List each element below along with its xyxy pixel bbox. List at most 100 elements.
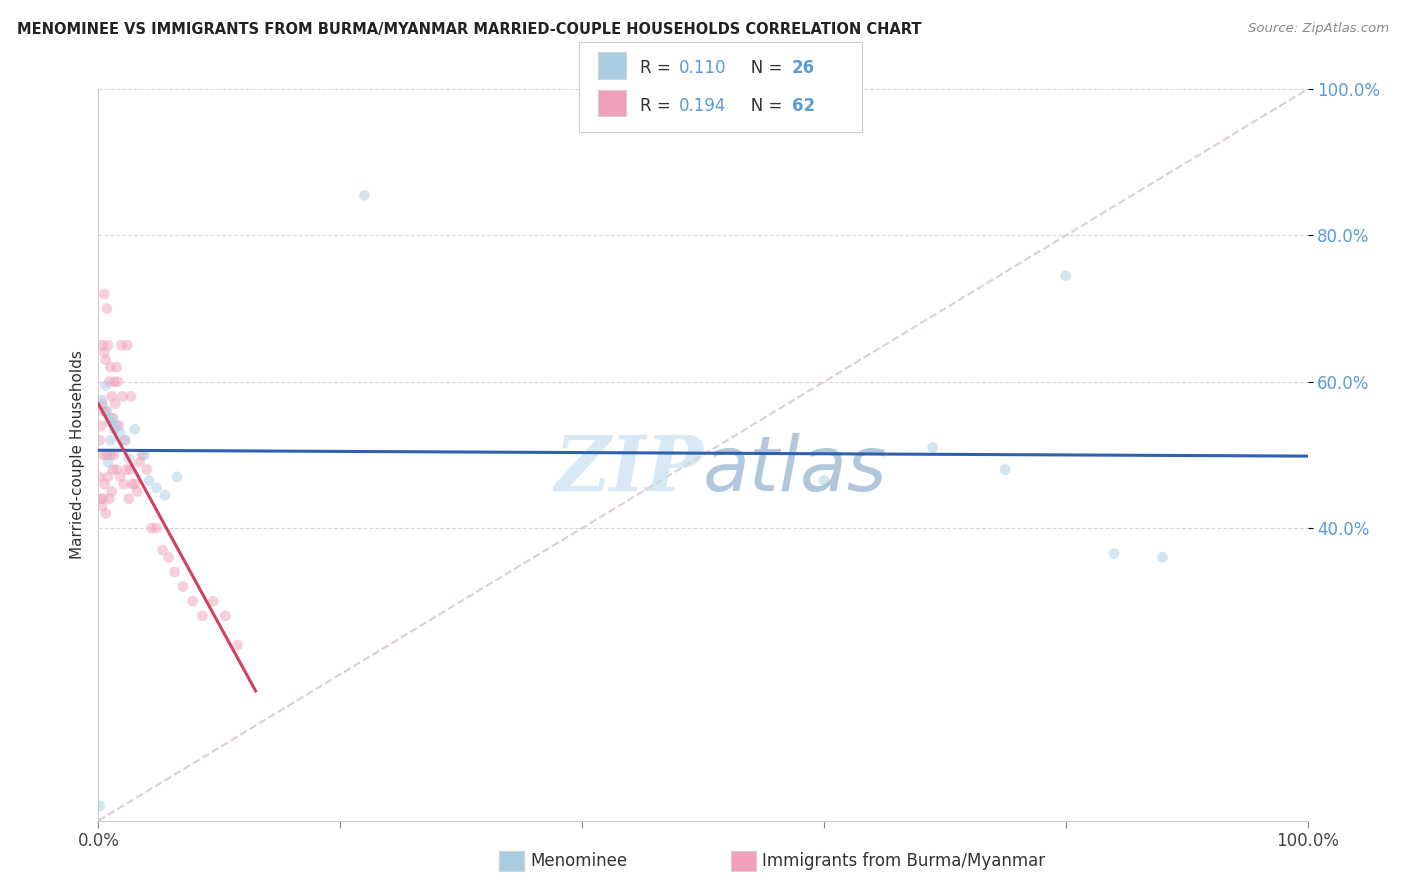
Text: 62: 62 bbox=[792, 96, 814, 114]
Point bbox=[921, 441, 943, 455]
Point bbox=[163, 565, 186, 579]
Text: R =: R = bbox=[640, 60, 676, 78]
Point bbox=[98, 375, 121, 389]
Point bbox=[91, 338, 114, 352]
Point bbox=[214, 608, 236, 623]
Point bbox=[110, 338, 132, 352]
Point bbox=[89, 434, 111, 448]
Point bbox=[103, 448, 125, 462]
Point bbox=[100, 484, 122, 499]
Point bbox=[91, 499, 114, 513]
Point bbox=[124, 477, 146, 491]
Point bbox=[104, 397, 127, 411]
Point bbox=[96, 404, 118, 418]
Text: Source: ZipAtlas.com: Source: ZipAtlas.com bbox=[1249, 22, 1389, 36]
Point bbox=[89, 799, 111, 814]
Point bbox=[97, 455, 120, 469]
Point bbox=[100, 389, 122, 403]
Point bbox=[145, 481, 167, 495]
Point bbox=[105, 360, 128, 375]
Point bbox=[111, 389, 134, 403]
Point bbox=[138, 474, 160, 488]
Point bbox=[112, 477, 135, 491]
Text: 0.110: 0.110 bbox=[679, 60, 727, 78]
Point bbox=[90, 418, 112, 433]
Point bbox=[94, 352, 117, 367]
Point bbox=[90, 491, 112, 506]
Text: 0.194: 0.194 bbox=[679, 96, 727, 114]
Point bbox=[105, 462, 128, 476]
Point bbox=[191, 608, 214, 623]
Point bbox=[91, 491, 114, 506]
Point bbox=[91, 393, 114, 408]
Point bbox=[101, 411, 124, 425]
Point bbox=[100, 411, 122, 425]
Point bbox=[127, 484, 149, 499]
Text: atlas: atlas bbox=[703, 433, 887, 507]
Point bbox=[101, 462, 124, 476]
Point bbox=[152, 543, 174, 558]
Point bbox=[108, 418, 131, 433]
Point bbox=[994, 462, 1017, 476]
Point bbox=[813, 474, 835, 488]
Point bbox=[97, 470, 120, 484]
Point bbox=[166, 470, 188, 484]
Text: N =: N = bbox=[735, 96, 787, 114]
Text: ZIP: ZIP bbox=[554, 433, 703, 507]
Point bbox=[1152, 550, 1174, 565]
Point bbox=[117, 338, 139, 352]
Point bbox=[96, 448, 118, 462]
Point bbox=[202, 594, 225, 608]
Point bbox=[118, 451, 141, 466]
Point bbox=[97, 338, 120, 352]
Point bbox=[91, 448, 114, 462]
Point bbox=[118, 491, 141, 506]
Point bbox=[134, 448, 156, 462]
Point bbox=[128, 455, 150, 469]
Point bbox=[108, 425, 131, 440]
Point bbox=[100, 434, 122, 448]
Point bbox=[108, 470, 131, 484]
Point bbox=[121, 477, 143, 491]
Point bbox=[124, 422, 146, 436]
Point bbox=[181, 594, 204, 608]
Text: N =: N = bbox=[735, 60, 787, 78]
Point bbox=[135, 462, 157, 476]
Point bbox=[94, 507, 117, 521]
Point bbox=[91, 404, 114, 418]
Y-axis label: Married-couple Households: Married-couple Households bbox=[69, 351, 84, 559]
Point bbox=[114, 434, 136, 448]
Point bbox=[98, 491, 121, 506]
Point bbox=[94, 404, 117, 418]
Point bbox=[105, 418, 128, 433]
Point bbox=[1102, 547, 1125, 561]
Point bbox=[114, 434, 136, 448]
Text: Immigrants from Burma/Myanmar: Immigrants from Burma/Myanmar bbox=[762, 852, 1045, 870]
Point bbox=[118, 462, 141, 476]
Point bbox=[141, 521, 163, 535]
Point bbox=[89, 470, 111, 484]
Point bbox=[96, 301, 118, 316]
Text: 26: 26 bbox=[792, 60, 814, 78]
Point bbox=[153, 488, 176, 502]
Point bbox=[353, 188, 375, 202]
Point bbox=[107, 375, 129, 389]
Point bbox=[172, 580, 194, 594]
Point bbox=[93, 287, 115, 301]
Point bbox=[98, 415, 121, 429]
Point bbox=[1054, 268, 1077, 283]
Point bbox=[100, 448, 122, 462]
Text: Menominee: Menominee bbox=[530, 852, 627, 870]
Point bbox=[226, 638, 249, 652]
Point bbox=[91, 397, 114, 411]
Point bbox=[93, 477, 115, 491]
Point bbox=[131, 448, 153, 462]
Text: R =: R = bbox=[640, 96, 676, 114]
Point bbox=[103, 422, 125, 436]
Point bbox=[145, 521, 167, 535]
Point bbox=[115, 462, 138, 476]
Point bbox=[120, 389, 142, 403]
Point bbox=[100, 360, 122, 375]
Point bbox=[103, 375, 125, 389]
Point bbox=[93, 345, 115, 359]
